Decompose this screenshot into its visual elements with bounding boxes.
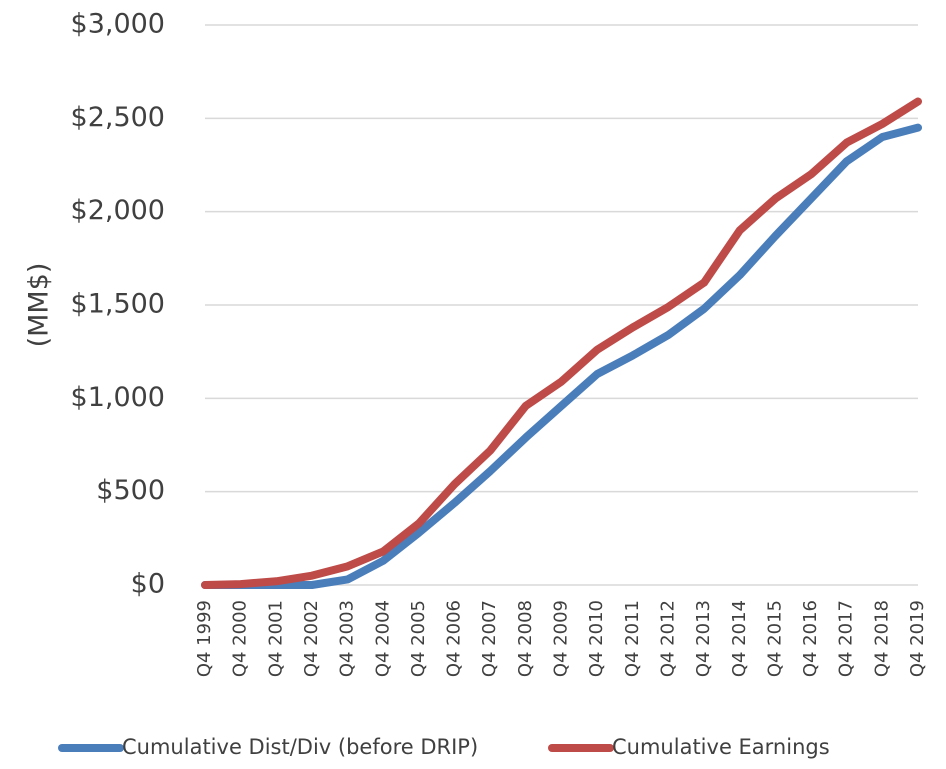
legend-label: Cumulative Earnings	[612, 735, 830, 759]
x-tick-label: Q4 2017	[836, 600, 857, 677]
x-tick-label: Q4 2006	[444, 600, 465, 677]
x-tick-label: Q4 2011	[622, 600, 643, 677]
y-tick-label: $500	[96, 475, 165, 506]
x-tick-label: Q4 2019	[907, 600, 928, 677]
x-tick-label: Q4 2015	[764, 600, 785, 677]
x-tick-label: Q4 2005	[408, 600, 429, 677]
x-tick-label: Q4 2012	[657, 600, 678, 677]
series-line	[201, 123, 922, 589]
x-tick-label: Q4 2016	[800, 600, 821, 677]
y-tick-label: $0	[131, 569, 165, 600]
x-tick-label: Q4 2001	[265, 600, 286, 677]
y-tick-label: $2,000	[71, 195, 165, 226]
x-tick-label: Q4 2014	[729, 600, 750, 677]
legend-label: Cumulative Dist/Div (before DRIP)	[122, 735, 478, 759]
x-tick-label: Q4 2018	[871, 600, 892, 677]
x-tick-label: Q4 2013	[693, 600, 714, 677]
y-tick-label: $3,000	[71, 9, 165, 40]
x-tick-label: Q4 2010	[586, 600, 607, 677]
x-tick-label: Q4 2009	[551, 600, 572, 677]
x-tick-label: Q4 1999	[194, 600, 215, 677]
y-axis-title: (MM$)	[24, 263, 55, 348]
x-tick-label: Q4 2003	[337, 600, 358, 677]
x-tick-label: Q4 2000	[230, 600, 251, 677]
y-tick-label: $1,500	[71, 289, 165, 320]
x-tick-label: Q4 2008	[515, 600, 536, 677]
y-tick-label: $1,000	[71, 382, 165, 413]
series-line	[201, 97, 922, 589]
x-tick-label: Q4 2002	[301, 600, 322, 677]
x-tick-label: Q4 2004	[372, 600, 393, 677]
y-tick-label: $2,500	[71, 102, 165, 133]
x-tick-label: Q4 2007	[479, 600, 500, 677]
